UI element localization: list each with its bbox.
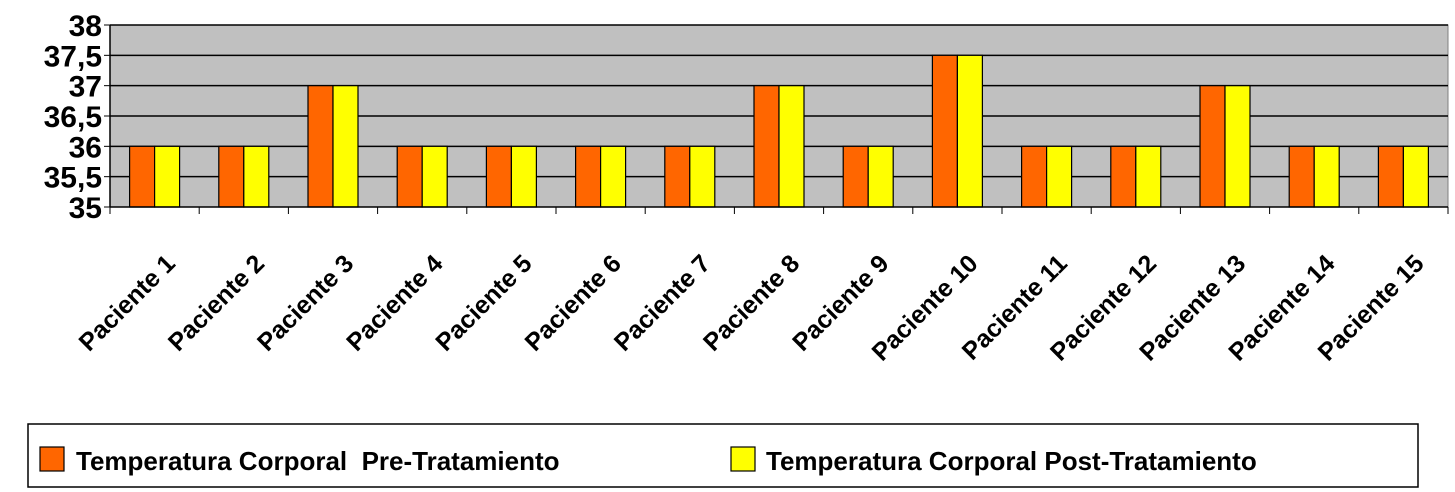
legend-label-post: Temperatura Corporal Post-Tratamiento <box>766 446 1257 476</box>
legend-swatch-pre <box>39 446 65 472</box>
legend: Temperatura Corporal Pre-Tratamiento Temp… <box>27 423 1419 488</box>
bar-pre <box>1199 85 1226 208</box>
bar-pre <box>753 85 780 208</box>
bar-pre <box>307 85 334 208</box>
legend-box <box>27 423 1419 488</box>
bar-post <box>867 145 894 208</box>
legend-swatch-post <box>730 446 756 472</box>
bar-post <box>1402 145 1430 208</box>
bar-post <box>689 145 716 208</box>
bar-pre <box>1377 145 1405 208</box>
bar-post <box>510 145 537 208</box>
y-tick-label: 35,5 <box>44 162 102 195</box>
x-tick-label: Paciente 5 <box>430 249 537 356</box>
bar-pre <box>396 145 423 208</box>
bar-post <box>1135 145 1162 208</box>
plot-area <box>109 24 1449 208</box>
x-tick-label: Paciente 8 <box>698 249 805 356</box>
bar-post <box>778 85 805 208</box>
legend-label-pre: Temperatura Corporal Pre-Tratamiento <box>76 446 560 476</box>
y-tick-label: 36 <box>69 131 102 164</box>
bar-pre <box>842 145 869 208</box>
bar-post <box>154 145 181 208</box>
bar-pre <box>1110 145 1137 208</box>
bar-post <box>332 85 359 208</box>
bar-pre <box>574 145 602 208</box>
bar-post <box>1313 145 1340 208</box>
y-tick-label: 37 <box>69 71 102 104</box>
y-tick-label: 36,5 <box>44 101 102 134</box>
y-tick-label: 35 <box>69 192 102 225</box>
bar-pre <box>1020 145 1048 208</box>
bar-pre <box>129 145 156 208</box>
bar-post <box>1224 85 1251 208</box>
y-tick-label: 37,5 <box>44 40 102 73</box>
bar-pre <box>664 145 691 208</box>
x-tick-label: Paciente 1 <box>74 249 181 356</box>
bar-pre <box>931 54 959 208</box>
bar-post <box>421 145 448 208</box>
x-tick-label: Paciente 4 <box>341 249 448 356</box>
bar-post <box>243 145 270 208</box>
x-tick-label: Paciente 3 <box>252 249 359 356</box>
bar-post <box>599 145 627 208</box>
bar-pre <box>485 145 512 208</box>
bar-pre <box>218 145 245 208</box>
x-tick-label: Paciente 2 <box>163 249 270 356</box>
bar-post <box>1045 145 1073 208</box>
x-tick-label: Paciente 6 <box>520 249 627 356</box>
x-tick-label: Paciente 7 <box>609 249 716 356</box>
y-tick-label: 38 <box>69 10 102 43</box>
bar-post <box>956 54 984 208</box>
bar-pre <box>1288 145 1315 208</box>
